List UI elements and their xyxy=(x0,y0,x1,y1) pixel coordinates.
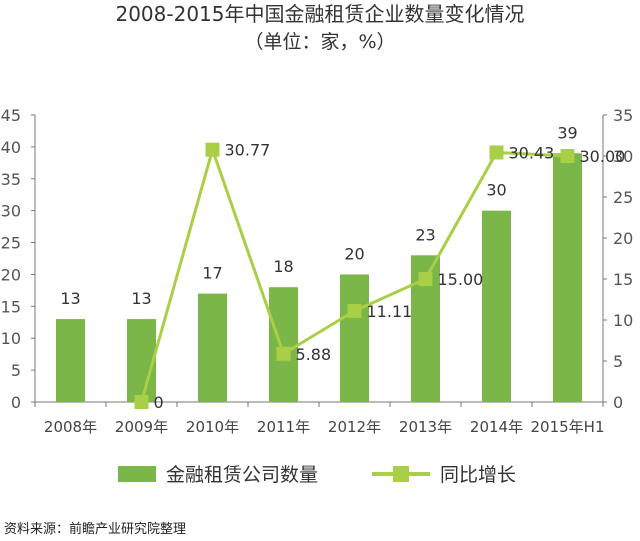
right-tick-label: 0 xyxy=(613,393,623,412)
growth-point xyxy=(418,272,433,286)
left-tick-label: 35 xyxy=(1,170,21,189)
growth-point xyxy=(347,303,362,318)
bar xyxy=(127,319,156,402)
x-tick-label: 2008年 xyxy=(44,418,97,436)
left-tick-label: 40 xyxy=(1,138,21,157)
bar-value-label: 17 xyxy=(202,264,222,283)
right-tick-label: 15 xyxy=(613,270,633,289)
x-tick-label: 2009年 xyxy=(115,418,168,436)
right-tick-label: 30 xyxy=(613,147,633,166)
left-tick-label: 5 xyxy=(11,361,21,380)
bar-value-label: 18 xyxy=(273,257,293,276)
source-note: 资料来源：前瞻产业研究院整理 xyxy=(4,522,187,537)
growth-point xyxy=(134,395,149,409)
legend-bar-label: 金融租赁公司数量 xyxy=(166,464,318,486)
bar xyxy=(482,210,511,402)
growth-point xyxy=(489,145,504,160)
left-tick-label: 25 xyxy=(1,234,21,253)
right-tick-label: 10 xyxy=(613,311,633,330)
growth-value-label: 30.00 xyxy=(580,147,626,166)
left-tick-label: 10 xyxy=(1,329,21,348)
growth-point xyxy=(276,346,291,361)
growth-value-label: 0 xyxy=(154,393,164,412)
growth-value-label: 5.88 xyxy=(296,345,332,364)
bar-value-label: 30 xyxy=(486,181,506,200)
bar xyxy=(198,293,227,402)
bar-value-label: 39 xyxy=(557,123,577,142)
bar xyxy=(340,274,369,402)
chart-title: 2008-2015年中国金融租赁企业数量变化情况 xyxy=(115,2,525,26)
growth-value-label: 30.77 xyxy=(225,141,271,160)
left-tick-label: 0 xyxy=(11,393,21,412)
legend-line-marker xyxy=(393,466,409,482)
bar-value-label: 13 xyxy=(131,289,151,308)
growth-point xyxy=(205,142,220,157)
x-tick-label: 2013年 xyxy=(399,418,452,436)
left-tick-label: 20 xyxy=(1,265,21,284)
chart-subtitle: （单位：家，%） xyxy=(244,31,396,53)
x-tick-label: 2012年 xyxy=(328,418,381,436)
left-tick-label: 30 xyxy=(1,202,21,221)
x-tick-label: 2010年 xyxy=(186,418,239,436)
growth-value-label: 15.00 xyxy=(438,270,484,289)
legend-bar-swatch xyxy=(118,466,156,482)
bar-value-label: 13 xyxy=(60,289,80,308)
right-tick-label: 5 xyxy=(613,352,623,371)
left-tick-label: 45 xyxy=(1,106,21,125)
right-tick-label: 35 xyxy=(613,106,633,125)
bar-value-label: 20 xyxy=(344,244,364,263)
growth-point xyxy=(560,149,575,163)
x-tick-label: 2015年H1 xyxy=(531,418,605,436)
bar xyxy=(269,287,298,402)
growth-value-label: 30.43 xyxy=(509,143,555,162)
growth-value-label: 11.11 xyxy=(367,302,413,321)
x-tick-label: 2011年 xyxy=(257,418,310,436)
bar-value-label: 23 xyxy=(415,225,435,244)
left-tick-label: 15 xyxy=(1,297,21,316)
right-tick-label: 25 xyxy=(613,188,633,207)
right-tick-label: 20 xyxy=(613,229,633,248)
bar xyxy=(553,153,582,402)
legend-line-label: 同比增长 xyxy=(440,464,516,486)
x-tick-label: 2014年 xyxy=(470,418,523,436)
bar xyxy=(56,319,85,402)
